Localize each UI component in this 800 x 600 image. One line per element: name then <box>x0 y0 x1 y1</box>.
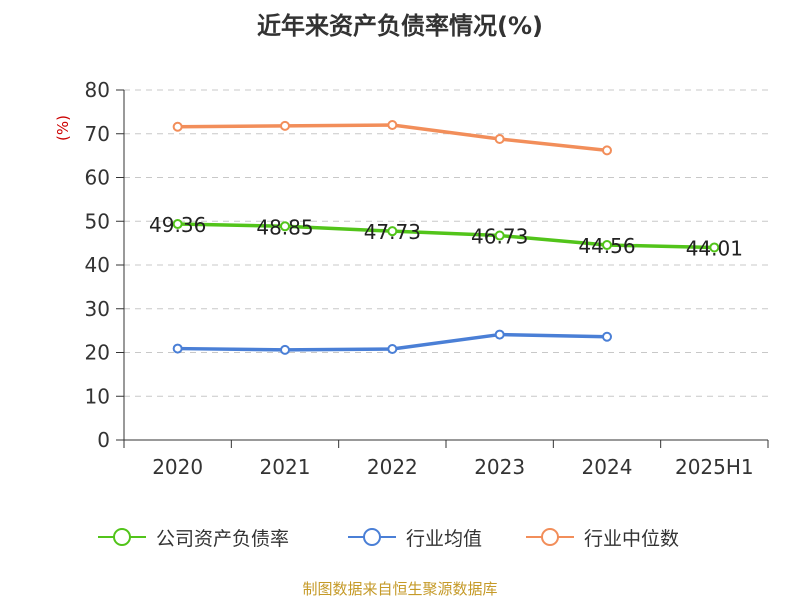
data-point <box>709 242 720 253</box>
data-label: 44.56 <box>578 234 635 258</box>
legend-item-industry-median[interactable]: 行业中位数 <box>524 522 679 552</box>
data-point <box>494 329 505 340</box>
legend-label-industry-mean: 行业均值 <box>406 527 483 550</box>
legend-label-company: 公司资产负债率 <box>156 527 290 550</box>
x-tick-label: 2024 <box>582 455 633 479</box>
data-point <box>494 134 505 144</box>
legend-label-industry-median: 行业中位数 <box>584 527 680 550</box>
legend-marker-industry-mean <box>348 528 396 546</box>
chart-title: 近年来资产负债率情况(%) <box>257 12 543 40</box>
y-tick-label: 40 <box>85 253 110 277</box>
data-source: 制图数据来自恒生聚源数据库 <box>302 580 498 598</box>
data-point <box>387 226 398 237</box>
y-tick-label: 10 <box>85 384 110 408</box>
x-tick-label: 2025H1 <box>675 455 754 479</box>
data-point <box>602 331 612 342</box>
data-point <box>387 344 398 354</box>
data-labels: 49.36 48.85 47.73 46.73 44.56 44.01 <box>149 213 743 260</box>
y-tick-label: 70 <box>85 122 110 146</box>
data-point <box>172 343 183 354</box>
x-tick-label: 2023 <box>474 455 525 479</box>
data-point <box>602 240 612 251</box>
data-point <box>172 121 183 132</box>
x-tick-label: 2021 <box>260 455 311 479</box>
legend-marker-industry-median <box>526 528 574 546</box>
data-label: 46.73 <box>471 225 528 249</box>
x-tick-label: 2022 <box>367 455 418 479</box>
series-lines <box>172 120 720 355</box>
y-tick-label: 0 <box>97 428 110 452</box>
y-tick-label: 20 <box>85 341 110 365</box>
data-point <box>280 344 290 355</box>
data-point <box>280 120 290 131</box>
data-label: 48.85 <box>256 215 313 239</box>
legend-marker-company <box>98 528 146 546</box>
y-tick-label: 50 <box>85 209 110 233</box>
data-label: 49.36 <box>149 213 206 237</box>
data-label: 44.01 <box>686 236 743 260</box>
y-tick-label: 30 <box>85 297 110 321</box>
data-point <box>280 221 290 232</box>
y-tick-label: 80 <box>85 78 110 102</box>
y-axis-label: (%) <box>54 115 72 141</box>
data-point <box>172 219 183 230</box>
x-tick-label: 2020 <box>152 455 203 479</box>
data-point <box>602 145 612 156</box>
axes: 0 10 20 30 40 50 60 70 80 (%) 2020 2021 2022 2023 2024… <box>54 78 769 479</box>
data-label: 47.73 <box>364 220 421 244</box>
y-tick-label: 60 <box>85 166 110 190</box>
legend-item-industry-mean[interactable]: 行业均值 <box>346 522 482 552</box>
legend-item-company[interactable]: 公司资产负债率 <box>96 522 289 552</box>
data-point <box>387 120 398 130</box>
series-line <box>177 222 715 250</box>
data-point <box>494 230 505 241</box>
legend: 公司资产负债率 行业均值 行业中位数 <box>0 522 800 552</box>
